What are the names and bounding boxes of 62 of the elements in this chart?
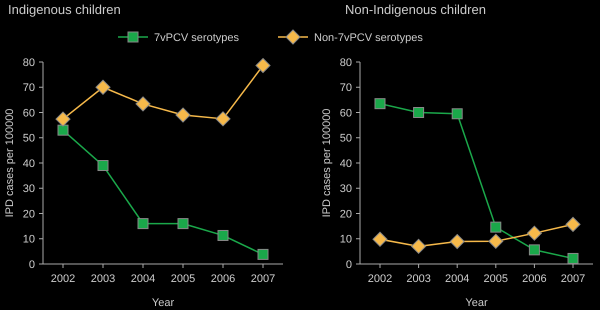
legend-label: Non-7vPCV serotypes — [314, 32, 424, 44]
y-tick-label: 30 — [22, 183, 35, 196]
point — [136, 96, 150, 112]
x-tick-label: 2004 — [130, 273, 156, 285]
legend-label: 7vPCV serotypes — [154, 32, 240, 44]
y-tick-label: 70 — [22, 82, 35, 94]
point — [138, 218, 148, 230]
y-tick-label: 40 — [22, 158, 35, 170]
point — [374, 98, 386, 110]
x-tick-label: 2003 — [90, 273, 116, 285]
point — [218, 230, 228, 241]
point — [96, 80, 110, 95]
point — [488, 234, 504, 249]
y-axis-title: IPD cases per 100000 — [4, 108, 16, 218]
y-tick-label: 60 — [340, 107, 352, 120]
x-axis-title: Year — [152, 297, 174, 309]
x-tick-label: 2005 — [484, 273, 508, 285]
y-tick-label: 50 — [340, 132, 352, 145]
y-tick-label: 80 — [340, 56, 352, 69]
point — [526, 226, 542, 241]
x-tick-label: 2002 — [368, 273, 392, 285]
point — [566, 216, 580, 232]
x-axis-title: Year — [465, 297, 488, 309]
point — [178, 218, 188, 230]
point — [452, 108, 463, 120]
x-tick-label: 2007 — [250, 273, 276, 285]
point — [98, 160, 108, 172]
point — [413, 107, 424, 118]
point — [450, 234, 465, 250]
point — [490, 222, 502, 233]
y-tick-label: 10 — [340, 234, 352, 246]
x-tick-label: 2007 — [560, 273, 586, 285]
point — [528, 244, 540, 256]
y-tick-label: 20 — [22, 208, 35, 220]
y-tick-label: 20 — [340, 208, 352, 220]
x-tick-label: 2002 — [50, 273, 76, 285]
y-tick-label: 0 — [346, 258, 352, 271]
point — [372, 232, 388, 247]
chart-title: Indigenous children — [8, 2, 121, 17]
point — [176, 108, 190, 123]
y-tick-label: 10 — [22, 234, 35, 246]
y-tick-label: 70 — [340, 82, 352, 94]
x-tick-label: 2005 — [170, 273, 196, 285]
point — [568, 252, 578, 264]
y-axis-title: IPD cases per 100000 — [321, 108, 333, 218]
point — [258, 248, 268, 260]
point — [411, 238, 426, 254]
x-tick-label: 2004 — [444, 273, 470, 285]
y-tick-label: 50 — [22, 132, 35, 145]
x-tick-label: 2003 — [406, 273, 431, 285]
y-tick-label: 80 — [22, 56, 35, 69]
y-tick-label: 40 — [340, 158, 352, 170]
point — [58, 124, 68, 136]
x-tick-label: 2006 — [210, 273, 236, 285]
point — [256, 58, 270, 74]
y-tick-label: 60 — [22, 107, 35, 120]
x-tick-label: 2006 — [522, 273, 547, 285]
point — [56, 112, 70, 127]
chart-title: Non-Indigenous children — [345, 2, 486, 17]
y-tick-label: 0 — [28, 258, 35, 271]
y-tick-label: 30 — [340, 183, 352, 196]
point — [216, 111, 230, 126]
